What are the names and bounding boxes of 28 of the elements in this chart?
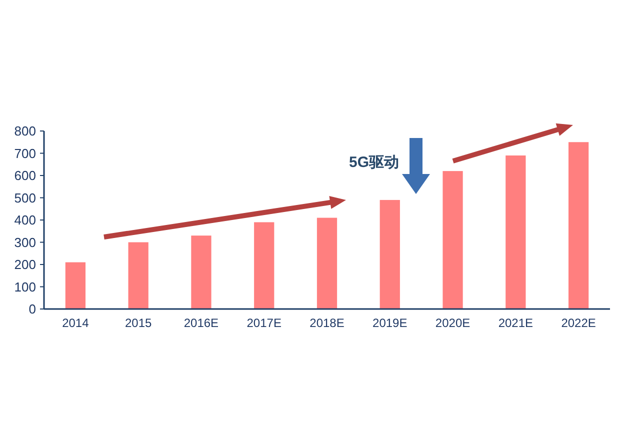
y-tick-label: 700: [14, 146, 36, 161]
x-tick-label: 2014: [62, 316, 90, 330]
y-tick-label: 0: [28, 302, 36, 316]
x-tick-label: 2018E: [310, 316, 344, 330]
y-tick-label: 400: [14, 212, 36, 228]
y-tick-label: 100: [14, 279, 36, 294]
y-tick-label: 500: [14, 190, 36, 206]
bar: [128, 242, 148, 309]
y-tick-label: 800: [14, 124, 36, 138]
y-tick-label: 600: [14, 168, 36, 183]
x-tick-label: 2017E: [246, 316, 282, 330]
x-tick-label: 2022E: [561, 316, 596, 330]
bar: [442, 171, 463, 309]
y-tick-label: 200: [14, 257, 36, 272]
bar: [254, 222, 274, 309]
x-tick-label: 2019E: [372, 316, 408, 330]
x-tick-label: 2015: [124, 316, 152, 330]
bar: [316, 218, 338, 309]
x-tick-label: 2020E: [435, 316, 470, 330]
x-tick-label: 2016E: [184, 316, 219, 330]
x-tick-label: 2021E: [498, 316, 534, 330]
y-tick-label: 300: [14, 234, 36, 250]
annotation: 5G驱动: [348, 154, 399, 171]
bar: [380, 200, 400, 309]
bar: [65, 262, 86, 309]
bar: [506, 155, 526, 309]
bar: [191, 236, 212, 309]
bar: [568, 142, 589, 309]
